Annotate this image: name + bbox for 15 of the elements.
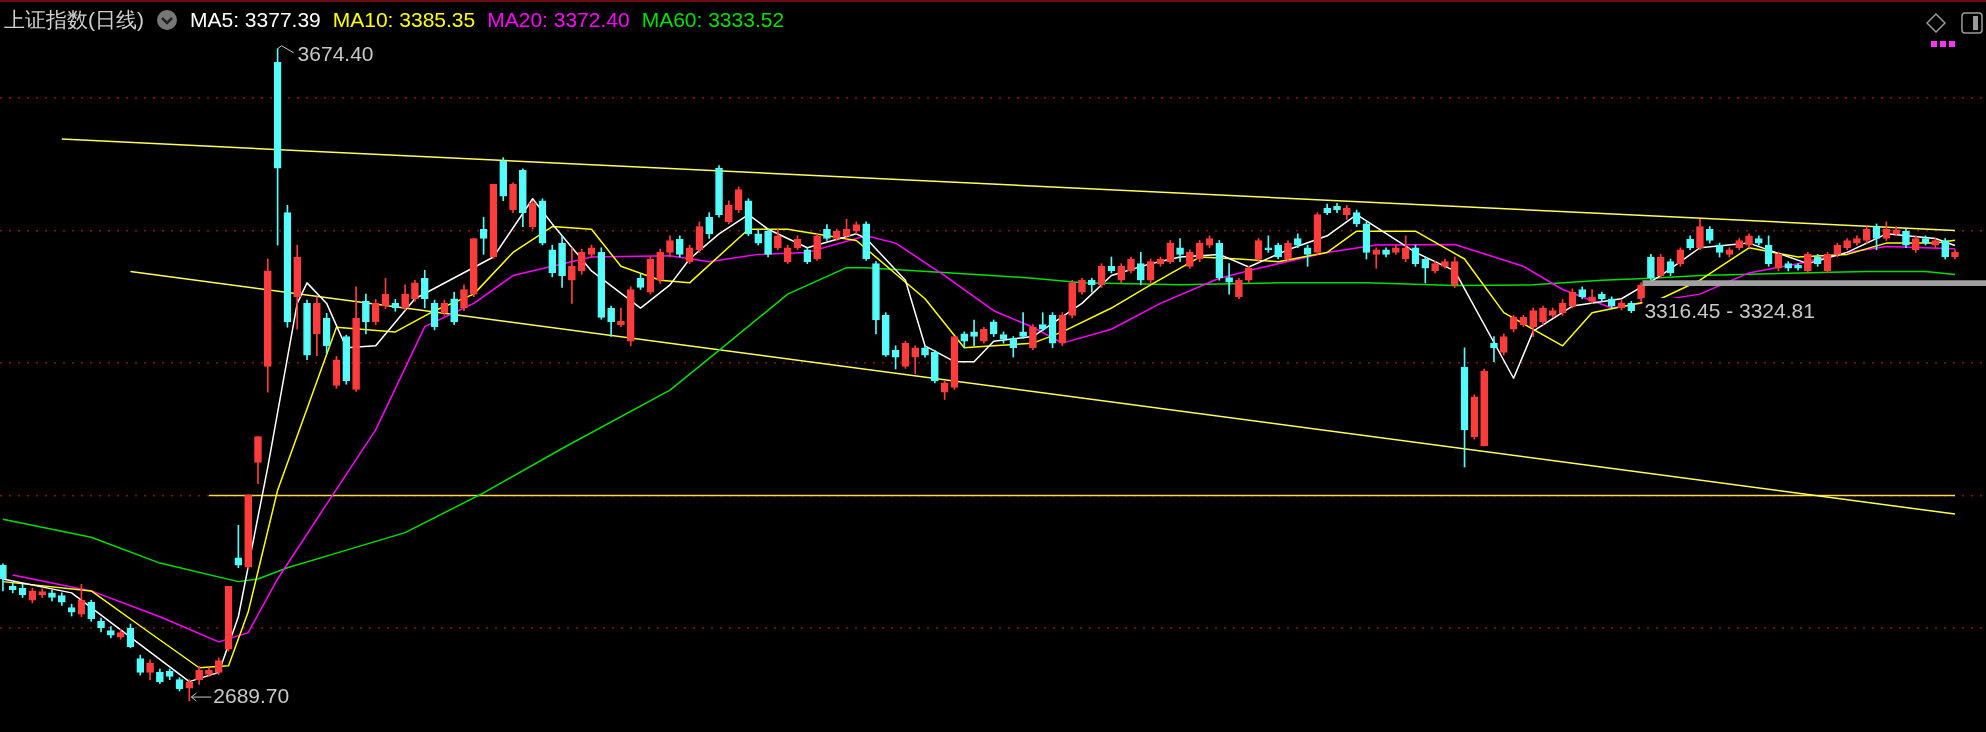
candlestick — [1372, 247, 1381, 269]
text: MA60: 3333.52 — [641, 8, 785, 32]
candlestick — [617, 307, 625, 327]
candlestick — [1225, 263, 1233, 295]
annotation: 2689.70 — [213, 683, 290, 707]
text: MA10: 3385.35 — [332, 8, 476, 32]
text: MA20: 3372.40 — [487, 8, 630, 32]
text: MA5: 3377.39 — [190, 8, 321, 32]
candlestick — [1019, 312, 1027, 339]
annotation: 3674.40 — [297, 41, 374, 65]
band-label: 3316.45 - 3324.81 — [1644, 299, 1815, 323]
chart-title: 上证指数(日线) — [4, 7, 144, 33]
candlestick — [970, 319, 978, 347]
candlestick — [568, 247, 576, 304]
candlestick — [1490, 336, 1498, 363]
